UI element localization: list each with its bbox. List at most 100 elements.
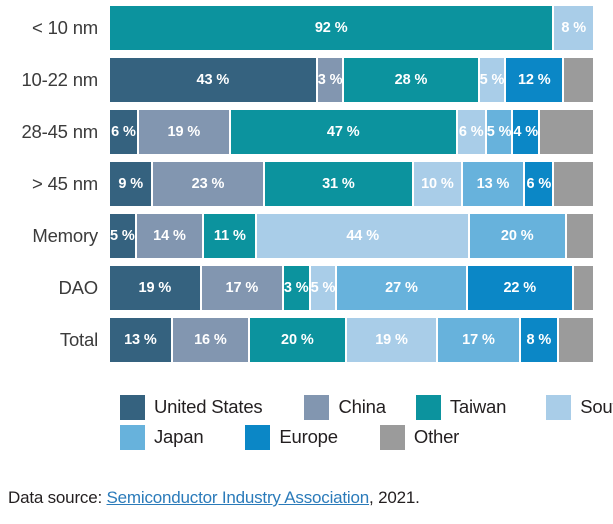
bar-segment-other[interactable]: [540, 110, 593, 154]
segment-value-label: 8 %: [561, 19, 587, 36]
bar-segment-other[interactable]: [564, 58, 593, 102]
legend-row: Japan Europe Other: [120, 422, 600, 452]
segment-value-label: 23 %: [191, 175, 225, 192]
legend-swatch-china: [304, 394, 330, 420]
bar-segment-china[interactable]: 14 %: [136, 214, 205, 258]
segment-value-label: 16 %: [194, 331, 227, 348]
legend-item-japan[interactable]: Japan: [120, 424, 204, 450]
stacked-bar: 9 % 23 % 31 % 10 % 13 % 6 %: [110, 162, 593, 206]
segment-value-label: 20 %: [500, 227, 534, 244]
source-prefix: Data source:: [8, 488, 107, 507]
segment-value-label: 92 %: [314, 19, 348, 36]
segment-value-label: 31 %: [322, 175, 355, 192]
bar-segment-taiwan[interactable]: 3 %: [283, 266, 311, 310]
chart-row: Total 13 % 16 % 20 % 19 % 17 % 8 %: [0, 318, 613, 362]
segment-value-label: 5 %: [486, 123, 512, 140]
legend-label: Taiwan: [449, 396, 507, 417]
segment-value-label: 17 %: [225, 279, 259, 296]
legend-label: South Korea: [580, 396, 613, 417]
legend-swatch-south-korea: [546, 394, 572, 420]
legend-item-other[interactable]: Other: [379, 424, 459, 450]
bar-segment-taiwan[interactable]: 11 %: [204, 214, 258, 258]
bar-segment-other[interactable]: [573, 266, 593, 310]
bar-segment-europe[interactable]: 12 %: [506, 58, 565, 102]
segment-value-label: 17 %: [462, 331, 495, 348]
segment-value-label: 8 %: [526, 331, 552, 348]
bar-segment-south-korea[interactable]: 6 %: [457, 110, 487, 154]
bar-segment-south-korea[interactable]: 19 %: [346, 318, 439, 362]
bar-segment-europe[interactable]: 8 %: [520, 318, 560, 362]
bar-segment-japan[interactable]: 20 %: [469, 214, 567, 258]
legend-item-united-states[interactable]: United States: [120, 394, 263, 420]
source-note: Data source: Semiconductor Industry Asso…: [8, 488, 420, 508]
bar-segment-japan[interactable]: 17 %: [438, 318, 521, 362]
bar-segment-europe[interactable]: 6 %: [525, 162, 555, 206]
bar-segment-japan[interactable]: 5 %: [486, 110, 514, 154]
bar-segment-united-states[interactable]: 19 %: [110, 266, 202, 310]
stacked-bar: 6 % 19 % 47 % 6 % 5 % 4 %: [110, 110, 593, 154]
row-label-memory: Memory: [32, 225, 98, 246]
bar-segment-united-states[interactable]: 13 %: [110, 318, 173, 362]
stacked-bar: 19 % 17 % 3 % 5 % 27 % 22 %: [110, 266, 593, 310]
bar-segment-taiwan[interactable]: 47 %: [230, 110, 458, 154]
bar-segment-taiwan[interactable]: 31 %: [264, 162, 415, 206]
bar-segment-united-states[interactable]: 43 %: [110, 58, 318, 102]
legend-swatch-united-states: [120, 394, 145, 420]
row-label-45-nm: > 45 nm: [32, 173, 98, 194]
bar-segment-china[interactable]: 19 %: [138, 110, 231, 154]
bar-segment-south-korea[interactable]: 44 %: [257, 214, 470, 258]
segment-value-label: 6 %: [111, 123, 136, 140]
segment-value-label: 47 %: [326, 123, 360, 140]
segment-value-label: 5 %: [310, 279, 336, 296]
bar-segment-other[interactable]: [559, 318, 593, 362]
segment-value-label: 3 %: [317, 71, 343, 88]
bar-segment-china[interactable]: 16 %: [172, 318, 251, 362]
chart-row: > 45 nm 9 % 23 % 31 % 10 % 13 % 6 %: [0, 162, 613, 206]
bar-segment-japan[interactable]: 27 %: [337, 266, 468, 310]
bar-segment-europe[interactable]: 4 %: [513, 110, 541, 154]
legend-label: Europe: [279, 426, 338, 447]
legend-row: United States China Taiwan South Korea: [120, 392, 613, 422]
bar-segment-china[interactable]: 17 %: [201, 266, 284, 310]
bar-segment-south-korea[interactable]: 5 %: [479, 58, 507, 102]
legend-item-south-korea[interactable]: South Korea: [546, 394, 613, 420]
legend-item-europe[interactable]: Europe: [245, 424, 338, 450]
bar-segment-south-korea[interactable]: 8 %: [554, 6, 593, 50]
legend-label: China: [338, 396, 386, 417]
segment-value-label: 27 %: [385, 279, 418, 296]
bar-segment-other[interactable]: [554, 162, 593, 206]
legend-label: United States: [154, 396, 263, 417]
legend-item-taiwan[interactable]: Taiwan: [415, 394, 507, 420]
bar-segment-united-states[interactable]: 6 %: [110, 110, 139, 154]
legend-swatch-other: [379, 424, 405, 450]
bar-segment-united-states[interactable]: 5 %: [110, 214, 137, 258]
chart-plot-area: < 10 nm 92 % 8 % 10-22 nm 43 % 3 % 28 % 5 % 12 %…: [0, 6, 613, 370]
segment-value-label: 3 %: [283, 279, 309, 296]
segment-value-label: 4 %: [513, 123, 539, 140]
segment-value-label: 9 %: [118, 175, 144, 192]
legend-item-china[interactable]: China: [304, 394, 386, 420]
bar-segment-south-korea[interactable]: 5 %: [310, 266, 338, 310]
bar-segment-other[interactable]: [566, 214, 593, 258]
bar-segment-europe[interactable]: 22 %: [467, 266, 574, 310]
row-label-10-nm: < 10 nm: [32, 17, 98, 38]
bar-segment-china[interactable]: 23 %: [153, 162, 265, 206]
bar-segment-south-korea[interactable]: 10 %: [414, 162, 463, 206]
segment-value-label: 5 %: [479, 71, 505, 88]
bar-segment-taiwan[interactable]: 28 %: [344, 58, 480, 102]
bar-segment-taiwan[interactable]: 92 %: [110, 6, 555, 50]
segment-value-label: 12 %: [517, 71, 551, 88]
segment-value-label: 20 %: [281, 331, 314, 348]
segment-value-label: 5 %: [110, 227, 135, 244]
bar-segment-japan[interactable]: 13 %: [462, 162, 526, 206]
segment-value-label: 43 %: [196, 71, 230, 88]
segment-value-label: 6 %: [526, 175, 552, 192]
chart-row: < 10 nm 92 % 8 %: [0, 6, 613, 50]
bar-segment-united-states[interactable]: 9 %: [110, 162, 154, 206]
segment-value-label: 44 %: [346, 227, 379, 244]
stacked-bar: 92 % 8 %: [110, 6, 593, 50]
bar-segment-taiwan[interactable]: 20 %: [250, 318, 347, 362]
source-link[interactable]: Semiconductor Industry Association: [106, 488, 370, 507]
segment-value-label: 13 %: [124, 331, 157, 348]
bar-segment-china[interactable]: 3 %: [317, 58, 345, 102]
